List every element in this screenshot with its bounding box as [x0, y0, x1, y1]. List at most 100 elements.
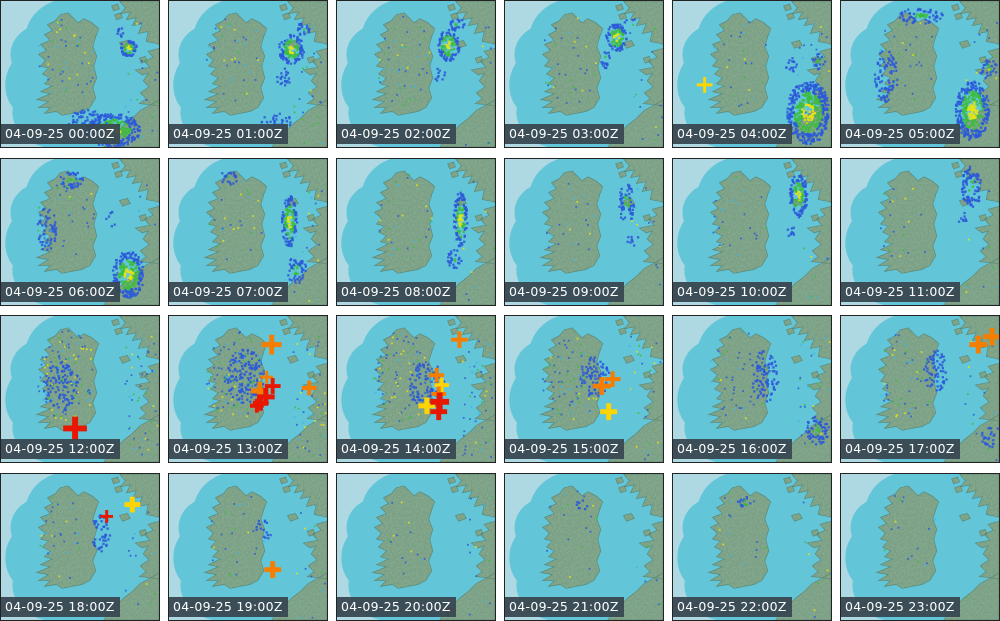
radar-map-image	[1, 316, 159, 463]
lightning-strike-icon	[430, 403, 448, 421]
precipitation-echoes	[957, 165, 982, 223]
timestamp-text: 04-09-25 19:00Z	[173, 598, 283, 614]
timestamp-text: 04-09-25 03:00Z	[509, 126, 619, 141]
timestamp-text: 04-09-25 23:00Z	[845, 598, 955, 614]
lightning-strikes	[100, 496, 141, 523]
lightning-strikes	[63, 416, 87, 441]
timestamp-text: 04-09-25 05:00Z	[845, 126, 955, 141]
precipitation-echoes	[873, 7, 998, 141]
radar-clutter	[37, 330, 159, 456]
timestamp-label: 04-09-25 10:00Z	[673, 281, 792, 302]
timestamp-label: 04-09-25 12:00Z	[1, 439, 120, 460]
radar-map-image	[505, 158, 663, 305]
lightning-strikes	[264, 561, 282, 578]
timestamp-text: 04-09-25 15:00Z	[509, 441, 619, 457]
lightning-strike-icon	[261, 334, 282, 355]
timestamp-text: 04-09-25 01:00Z	[173, 126, 283, 141]
precipitation-echoes	[751, 350, 830, 446]
radar-map-image	[505, 473, 663, 620]
timestamp-text: 04-09-25 16:00Z	[677, 441, 787, 457]
lightning-strike-icon	[260, 370, 274, 384]
lightning-strikes	[969, 328, 999, 354]
timestamp-label: 04-09-25 08:00Z	[337, 281, 456, 302]
lightning-strike-icon	[63, 416, 87, 441]
timestamp-text: 04-09-25 22:00Z	[677, 598, 787, 614]
radar-frame-09: 04-09-25 09:00Z	[504, 157, 664, 306]
timestamp-label: 04-09-25 15:00Z	[505, 439, 624, 460]
lightning-strike-icon	[429, 367, 445, 383]
radar-frame-13: 04-09-25 13:00Z	[168, 315, 328, 464]
precipitation-echoes	[446, 191, 469, 269]
lightning-strike-icon	[264, 378, 281, 395]
radar-map-image	[169, 1, 327, 147]
precipitation-echoes	[786, 174, 809, 237]
radar-map-image	[673, 1, 831, 147]
radar-clutter	[876, 22, 998, 137]
radar-clutter	[208, 174, 323, 302]
radar-map-image	[841, 473, 999, 620]
timestamp-label: 04-09-25 13:00Z	[169, 439, 288, 460]
timestamp-label: 04-09-25 17:00Z	[841, 439, 960, 460]
precipitation-echoes	[434, 18, 466, 82]
radar-clutter	[38, 18, 159, 143]
timestamp-label: 04-09-25 18:00Z	[1, 596, 120, 617]
coastline	[371, 158, 495, 305]
lightning-strike-icon	[434, 377, 450, 393]
timestamp-text: 04-09-25 17:00Z	[845, 441, 955, 457]
timestamp-text: 04-09-25 02:00Z	[341, 126, 451, 141]
lightning-strike-icon	[100, 509, 114, 523]
lightning-strike-icon	[592, 377, 611, 396]
precipitation-echoes	[255, 519, 272, 540]
radar-frame-06: 04-09-25 06:00Z	[0, 157, 160, 306]
radar-map-image	[1, 1, 159, 147]
radar-frame-08: 04-09-25 08:00Z	[336, 157, 496, 306]
timestamp-text: 04-09-25 14:00Z	[341, 441, 451, 457]
radar-map-image	[841, 316, 999, 463]
radar-clutter	[710, 330, 831, 445]
lightning-strike-icon	[600, 403, 618, 421]
radar-map-image	[337, 473, 495, 620]
radar-map-image	[841, 1, 999, 147]
timestamp-label: 04-09-25 23:00Z	[841, 596, 960, 617]
timestamp-label: 04-09-25 20:00Z	[337, 596, 456, 617]
radar-clutter	[210, 495, 326, 619]
timestamp-label: 04-09-25 07:00Z	[169, 281, 288, 302]
lightning-strike-icon	[418, 397, 436, 415]
lightning-strike-icon	[604, 371, 621, 388]
coastline	[371, 1, 495, 147]
radar-frame-19: 04-09-25 19:00Z	[168, 472, 328, 621]
radar-map-image	[169, 473, 327, 620]
radar-frame-18: 04-09-25 18:00Z	[0, 472, 160, 621]
radar-frame-02: 04-09-25 02:00Z	[336, 0, 496, 148]
timestamp-label: 04-09-25 14:00Z	[337, 439, 456, 460]
timestamp-label: 04-09-25 09:00Z	[505, 281, 624, 302]
lightning-strike-icon	[249, 399, 264, 413]
timestamp-text: 04-09-25 00:00Z	[5, 126, 115, 141]
timestamp-label: 04-09-25 02:00Z	[337, 124, 456, 144]
timestamp-text: 04-09-25 07:00Z	[173, 283, 283, 299]
radar-clutter	[388, 495, 493, 616]
radar-frame-16: 04-09-25 16:00Z	[672, 315, 832, 464]
radar-map-image	[673, 158, 831, 305]
radar-frame-10: 04-09-25 10:00Z	[672, 157, 832, 306]
timestamp-label: 04-09-25 19:00Z	[169, 596, 288, 617]
radar-clutter	[372, 332, 493, 459]
timestamp-label: 04-09-25 05:00Z	[841, 124, 960, 144]
lightning-strike-icon	[301, 380, 317, 396]
radar-frame-00: 04-09-25 00:00Z	[0, 0, 160, 148]
lightning-strikes	[696, 76, 713, 93]
radar-map-image	[841, 158, 999, 305]
radar-clutter	[378, 15, 492, 146]
timestamp-label: 04-09-25 03:00Z	[505, 124, 624, 144]
radar-frame-05: 04-09-25 05:00Z	[840, 0, 1000, 148]
radar-map-image	[169, 316, 327, 463]
radar-frame-20: 04-09-25 20:00Z	[336, 472, 496, 621]
timestamp-label: 04-09-25 01:00Z	[169, 124, 288, 144]
radar-clutter	[712, 175, 829, 299]
lightning-strikes	[418, 331, 468, 421]
radar-map-image	[505, 316, 663, 463]
timestamp-label: 04-09-25 04:00Z	[673, 124, 792, 144]
radar-frame-04: 04-09-25 04:00Z	[672, 0, 832, 148]
radar-frame-07: 04-09-25 07:00Z	[168, 157, 328, 306]
